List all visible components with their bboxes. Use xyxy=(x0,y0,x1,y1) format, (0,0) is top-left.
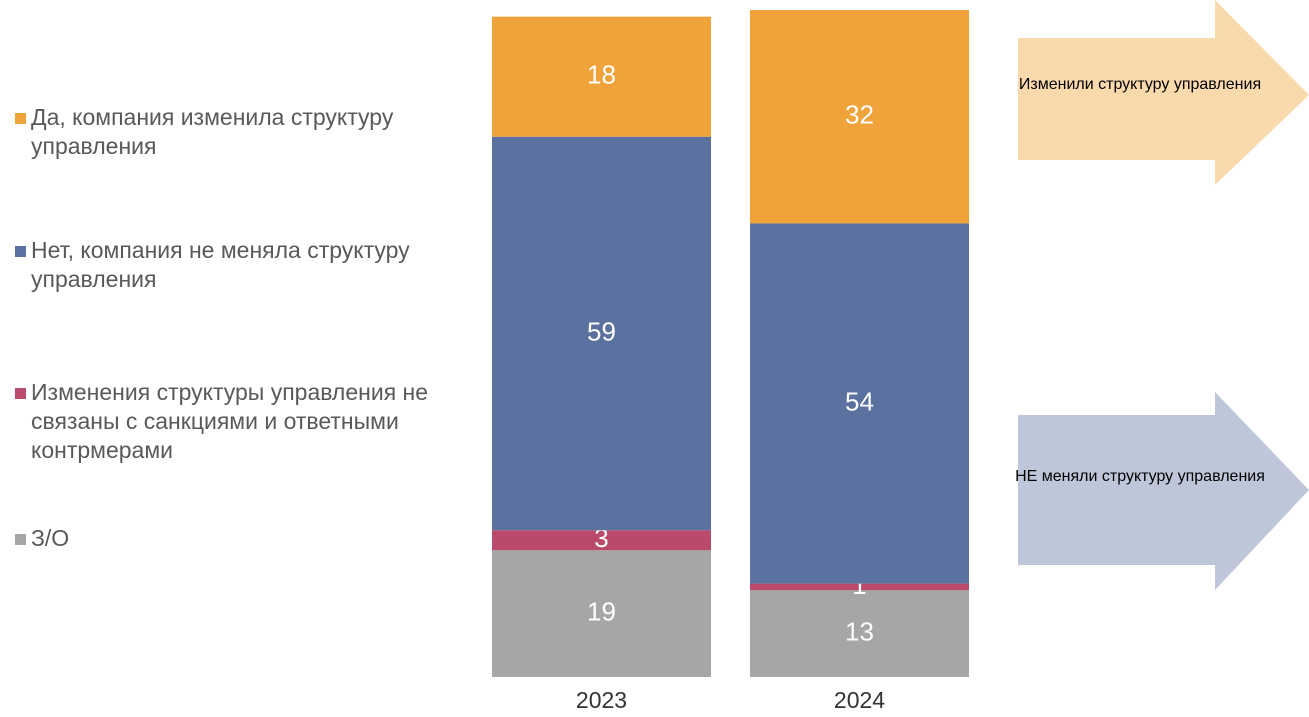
x-tick-label: 2023 xyxy=(576,687,627,713)
bar-segment xyxy=(492,16,711,137)
bar-segment xyxy=(750,10,969,224)
legend-entry: Да, компания изменила структуру управлен… xyxy=(15,103,481,161)
x-tick-label: 2024 xyxy=(834,687,885,713)
legend-label: З/О xyxy=(31,525,70,551)
data-label: 13 xyxy=(845,617,874,647)
data-label: 3 xyxy=(594,523,608,553)
annotation-text: Изменили структуру управления xyxy=(1018,76,1262,93)
data-label: 32 xyxy=(845,100,874,130)
data-label: 18 xyxy=(587,60,616,90)
bar-segment xyxy=(492,530,711,551)
annotation-arrow xyxy=(1018,0,1309,185)
bar-segment xyxy=(750,590,969,677)
annotation-arrow xyxy=(1018,392,1309,590)
legend-swatch xyxy=(15,113,26,124)
bar-segment xyxy=(750,583,969,591)
data-label: 59 xyxy=(587,316,616,346)
legend-label: Изменения структуры управления не связан… xyxy=(31,379,429,463)
legend-swatch xyxy=(15,388,26,399)
bar-segment xyxy=(750,223,969,584)
data-label: 19 xyxy=(587,597,616,627)
data-label: 54 xyxy=(845,386,874,416)
legend-swatch xyxy=(15,246,26,257)
bar-segment xyxy=(492,550,711,677)
legend-entry: З/О xyxy=(15,524,481,553)
legend-label: Да, компания изменила структуру управлен… xyxy=(31,104,394,159)
legend-swatch xyxy=(15,534,26,545)
legend-entry: Нет, компания не меняла структуру управл… xyxy=(15,236,481,294)
legend-label: Нет, компания не меняла структуру управл… xyxy=(31,237,410,292)
bar-segment xyxy=(492,136,711,531)
annotation-text: НЕ меняли структуру управления xyxy=(1015,468,1265,485)
legend-entry: Изменения структуры управления не связан… xyxy=(15,378,481,465)
